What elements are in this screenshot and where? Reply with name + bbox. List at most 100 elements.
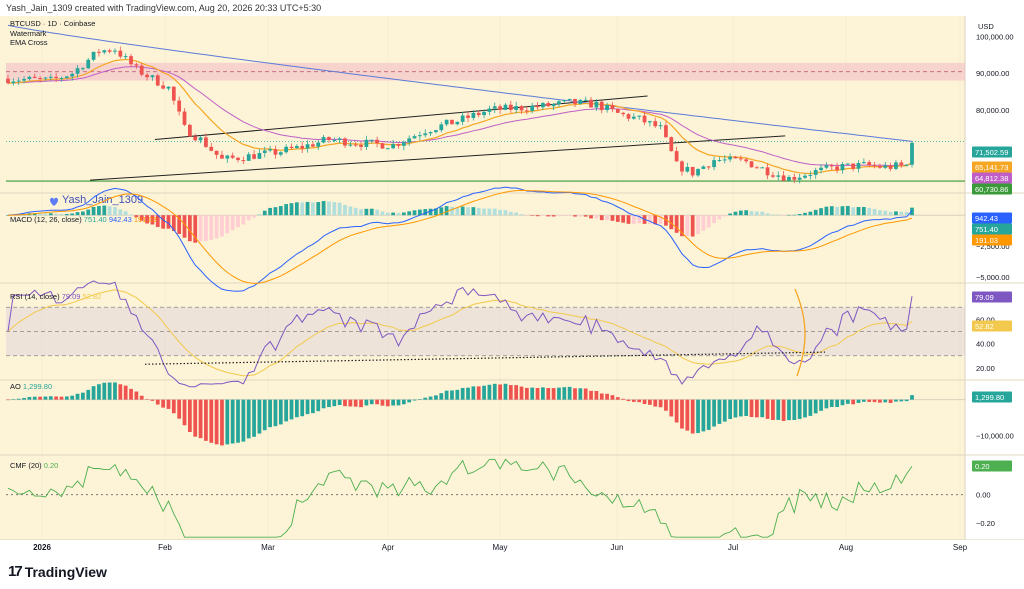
macd-pane-title: MACD (12, 26, close) 751.40 942.43 191.0… <box>10 215 157 224</box>
candle-body <box>749 161 754 168</box>
ao-histogram-bar <box>851 399 856 405</box>
candle-body <box>102 50 107 53</box>
ao-histogram-bar <box>706 399 711 430</box>
macd-histogram-bar <box>439 207 444 216</box>
chart-caption: Yash_Jain_1309 created with TradingView.… <box>6 3 322 13</box>
macd-histogram-bar <box>428 208 433 216</box>
candle-body <box>32 76 37 78</box>
ao-histogram-bar <box>54 396 59 400</box>
ao-histogram-bar <box>412 399 417 401</box>
ao-histogram-bar <box>503 383 508 400</box>
x-tick-label: Sep <box>953 543 968 552</box>
ao-histogram-bar <box>450 390 454 400</box>
macd-histogram-bar <box>904 212 909 216</box>
ao-histogram-bar <box>653 399 658 407</box>
macd-histogram-bar <box>332 202 337 216</box>
ao-histogram-bar <box>605 393 609 400</box>
ao-histogram-bar <box>524 387 529 400</box>
candle-body <box>150 75 155 78</box>
macd-histogram-bar <box>139 215 144 221</box>
macd-badge: 191.03 <box>975 236 998 245</box>
macd-histogram-bar <box>193 215 198 243</box>
macd-histogram-bar <box>610 215 615 221</box>
price-axis-background <box>965 16 1024 556</box>
ao-histogram-bar <box>81 392 85 400</box>
candle-body <box>626 114 631 119</box>
ao-histogram-bar <box>27 396 32 400</box>
candle-body <box>717 160 722 162</box>
ao-histogram-bar <box>535 387 540 400</box>
candle-body <box>621 112 626 115</box>
ao-histogram-bar <box>284 399 289 422</box>
candle-body <box>894 162 898 169</box>
candle-body <box>653 121 658 127</box>
candle-body <box>508 104 513 110</box>
macd-histogram-bar <box>621 215 626 223</box>
macd-histogram-bar <box>294 202 299 216</box>
macd-histogram-bar <box>524 215 529 216</box>
macd-histogram-bar <box>685 215 690 237</box>
candle-body <box>198 137 203 141</box>
ao-histogram-bar <box>599 393 604 400</box>
ao-histogram-bar <box>423 397 428 400</box>
candle-body <box>669 137 674 152</box>
price-legend-item: Watermark <box>10 29 47 38</box>
macd-histogram-bar <box>171 215 176 232</box>
ao-histogram-bar <box>48 396 53 400</box>
cmf-y-tick: −0.20 <box>976 519 995 528</box>
ao-histogram-bar <box>311 399 315 414</box>
ao-histogram-bar <box>680 399 684 429</box>
macd-line <box>7 186 913 292</box>
ao-badge: 1,299.80 <box>975 393 1004 402</box>
macd-histogram-bar <box>241 215 246 225</box>
candle-body <box>123 56 128 58</box>
ao-histogram-bar <box>375 399 379 405</box>
ao-histogram-bar <box>64 396 69 400</box>
cmf-pane-title: CMF (20) 0.20 <box>10 461 58 470</box>
candle-body <box>797 177 802 180</box>
ao-histogram-bar <box>230 399 235 444</box>
cmf-badge-bg <box>972 460 1012 472</box>
candle-body <box>236 157 240 161</box>
candle-body <box>348 144 353 146</box>
candle-body <box>139 65 144 75</box>
macd-histogram-bar <box>364 208 369 216</box>
cmf-badge: 0.20 <box>975 462 990 471</box>
macd-histogram-bar <box>236 215 240 228</box>
candle-body <box>487 108 492 112</box>
ao-histogram-bar <box>113 382 117 400</box>
ao-histogram-bar <box>701 399 706 432</box>
rsi-ma-line <box>7 289 913 377</box>
candle-body <box>664 125 668 138</box>
ao-pane-title: AO 1,299.80 <box>10 382 52 391</box>
price-y-tick: 80,000.00 <box>976 106 1009 115</box>
macd-histogram-bar <box>894 211 898 216</box>
price-badge-bg <box>972 161 1012 173</box>
macd-histogram-bar <box>551 215 556 217</box>
macd-legend-value: 191.03 <box>134 215 157 224</box>
macd-histogram-bar <box>797 214 802 216</box>
macd-histogram-bar <box>225 215 230 234</box>
ao-histogram-bar <box>225 399 230 445</box>
candle-body <box>610 105 615 109</box>
rsi-legend-value: 79.09 <box>62 292 83 301</box>
macd-histogram-bar <box>861 207 866 216</box>
ao-histogram-bar <box>257 399 262 434</box>
cmf-y-tick: 0.00 <box>976 491 991 500</box>
macd-histogram-bar <box>343 204 347 216</box>
ao-histogram-bar <box>771 399 775 420</box>
ao-histogram-bar <box>669 399 674 417</box>
ao-histogram-bar <box>348 399 353 407</box>
x-tick-label: Mar <box>261 543 275 552</box>
ao-histogram-bar <box>722 399 727 422</box>
macd-histogram-bar <box>872 208 877 216</box>
rsi-badge-bg <box>972 291 1012 303</box>
chart-canvas[interactable]: 2026 Feb Mar Apr May Jun Jul Aug Sep BTCUSD · 1D … <box>0 0 1024 556</box>
candle-body <box>829 165 834 167</box>
rsi-pane-title: RSI (14, close) 79.09 52.82 <box>10 292 101 301</box>
candle-body <box>466 115 470 118</box>
candle-body <box>883 165 888 168</box>
macd-histogram-bar <box>717 215 722 220</box>
candle-body <box>455 121 460 125</box>
macd-histogram-bar <box>498 209 502 216</box>
